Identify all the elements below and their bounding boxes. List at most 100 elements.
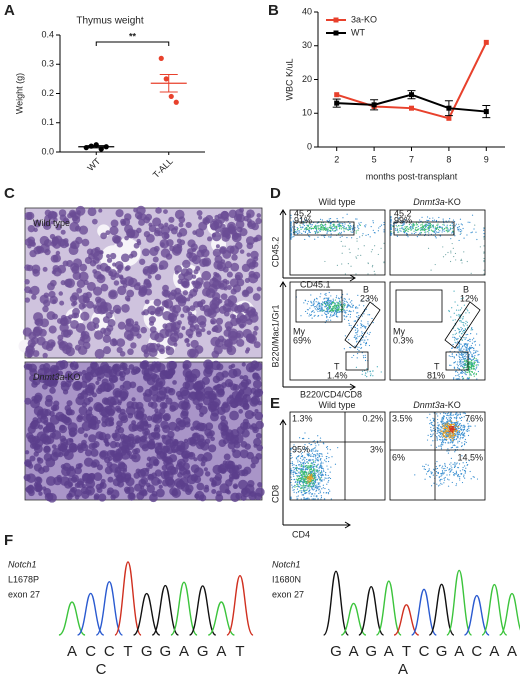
event [361, 332, 363, 335]
cell [63, 450, 74, 461]
event [363, 341, 365, 343]
event [344, 310, 346, 312]
event [314, 483, 316, 485]
event [304, 299, 306, 301]
cell [178, 400, 188, 410]
event [301, 491, 303, 493]
cell [116, 264, 124, 271]
event [331, 228, 333, 230]
cell [215, 244, 220, 249]
event [306, 492, 308, 494]
event [449, 364, 451, 366]
event [465, 359, 468, 361]
cell [210, 408, 220, 417]
cell [36, 410, 45, 419]
cell [102, 334, 111, 343]
cell [152, 217, 162, 227]
cell [230, 262, 240, 272]
event [471, 371, 473, 373]
event [419, 233, 421, 235]
cell [68, 245, 79, 256]
event [465, 360, 468, 363]
cell [90, 448, 99, 457]
event [319, 471, 321, 474]
event [343, 310, 345, 312]
event [459, 412, 461, 414]
event [309, 470, 311, 472]
event [338, 311, 340, 314]
event [465, 343, 467, 346]
event [432, 440, 434, 442]
event [471, 360, 473, 362]
event [313, 485, 315, 487]
cell [255, 487, 265, 497]
event [335, 311, 337, 313]
cell [146, 462, 151, 468]
event [304, 477, 306, 479]
event [396, 229, 399, 231]
cell [43, 292, 50, 298]
event [291, 456, 293, 459]
event [315, 449, 317, 451]
cell [67, 481, 74, 488]
event [317, 474, 319, 476]
event [319, 230, 321, 232]
chart-title: Thymus weight [76, 16, 143, 27]
cell [252, 426, 259, 434]
event [332, 309, 334, 311]
cell [71, 214, 79, 222]
event [441, 439, 443, 441]
gate-label: My [393, 326, 405, 336]
event [415, 224, 417, 226]
event [328, 226, 331, 229]
cell [239, 228, 248, 237]
event [346, 213, 348, 215]
event [310, 450, 312, 452]
cell [154, 408, 159, 413]
cell [33, 219, 42, 228]
cell [149, 320, 155, 326]
event [430, 436, 432, 438]
cell [117, 471, 126, 481]
cell [67, 422, 78, 433]
event [315, 445, 317, 447]
event [458, 424, 461, 426]
event [463, 416, 465, 418]
event [371, 249, 373, 251]
cell [38, 424, 44, 430]
event [315, 486, 317, 488]
cell [100, 301, 108, 309]
label: Wild type [318, 197, 355, 207]
event [464, 438, 466, 441]
event [305, 310, 307, 313]
event [298, 475, 301, 478]
event [298, 477, 300, 480]
event [457, 346, 459, 348]
event [314, 475, 316, 477]
event [313, 495, 315, 497]
event [322, 474, 325, 476]
event [321, 306, 323, 308]
event [304, 472, 306, 474]
event [457, 371, 459, 373]
event [439, 227, 441, 229]
event [316, 452, 318, 455]
event [290, 476, 292, 478]
event [405, 229, 407, 232]
cell [64, 278, 73, 288]
cell [100, 232, 108, 240]
event [311, 448, 313, 450]
event [452, 343, 454, 346]
cell [176, 440, 186, 450]
cell [193, 324, 200, 330]
event [354, 326, 356, 329]
event [406, 229, 408, 231]
cell [112, 400, 117, 405]
event [444, 425, 446, 428]
event [299, 232, 301, 234]
cell [23, 474, 31, 482]
event [438, 231, 440, 233]
event [465, 373, 467, 375]
event [303, 497, 305, 499]
event [357, 317, 359, 319]
